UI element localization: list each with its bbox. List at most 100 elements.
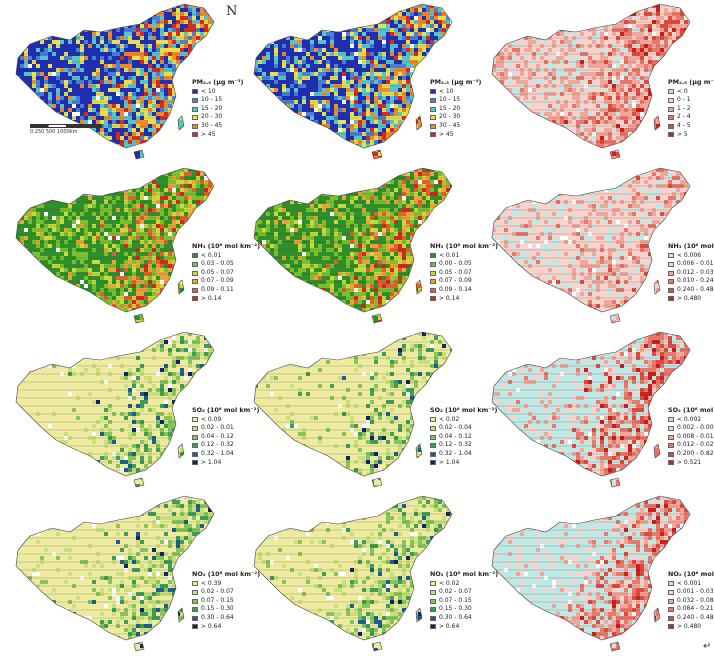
legend-label: 0.240 - 0.480 (677, 614, 714, 623)
legend-label: > 1.04 (201, 459, 221, 468)
legend-label: 0.32 - 1.04 (439, 450, 472, 459)
legend-label: 0.30 - 0.64 (201, 614, 234, 623)
taiwan-outline (177, 443, 185, 459)
legend-label: > 0.521 (677, 459, 701, 468)
china-outline (491, 3, 691, 149)
legend-entry: 0.12 - 0.32 (430, 441, 497, 450)
china-map-no2-diff (491, 495, 691, 652)
legend-swatch (192, 253, 198, 259)
legend-swatch (430, 270, 436, 276)
china-outline (15, 331, 215, 477)
scale-bar: 0 250 500 1000km (30, 124, 102, 135)
legend-label: 0.09 - 0.11 (201, 286, 234, 295)
legend-swatch (668, 89, 674, 95)
china-outline (253, 167, 453, 313)
legend-label: < 0.09 (201, 416, 221, 425)
taiwan-outline (653, 607, 661, 623)
legend-entry: < 0.01 (192, 252, 260, 261)
legend-swatch (430, 115, 436, 121)
legend-entry: 10 - 15 (192, 96, 243, 105)
legend-swatch (668, 270, 674, 276)
legend-swatch (192, 589, 198, 595)
legend-swatch (192, 106, 198, 112)
map-panel-pm25-a: PM₂.₅ (μg m⁻³) < 10 10 - 15 15 - 20 20 - 30 3… (0, 0, 243, 164)
legend-entry: < 0.002 (668, 416, 714, 425)
china-outline (491, 495, 691, 641)
legend-entry: 0.02 - 0.07 (192, 588, 260, 597)
china-outline (491, 167, 691, 313)
legend-swatch (430, 132, 436, 138)
legend-swatch (430, 89, 436, 95)
hainan-outline (133, 477, 145, 488)
legend-label: 10 - 15 (439, 96, 460, 105)
legend-swatch (192, 261, 198, 267)
legend-label: < 0 (677, 88, 688, 97)
legend-label: > 0.480 (677, 623, 701, 632)
legend-label: 0.05 - 0.07 (201, 269, 234, 278)
legend-label: < 10 (439, 88, 454, 97)
legend-entry: 30 - 45 (430, 122, 481, 131)
legend-swatch (668, 253, 674, 259)
legend-swatch (192, 270, 198, 276)
legend-title: SO₂ (10⁶ mol km⁻²) (430, 406, 497, 415)
legend-nh3-a: NH₃ (10⁶ mol km⁻²) < 0.01 0.03 - 0.05 0.05 … (192, 242, 260, 303)
legend-swatch (192, 443, 198, 449)
legend-label: 0.008 - 0.012 (677, 433, 714, 442)
china-map-pm25-a (15, 3, 215, 160)
legend-label: 0.02 - 0.04 (439, 424, 472, 433)
legend-label: 0.02 - 0.07 (201, 588, 234, 597)
legend-swatch (430, 607, 436, 613)
legend-label: > 0.14 (201, 295, 221, 304)
legend-entry: 0.200 - 0.824 (668, 450, 714, 459)
legend-swatch (668, 434, 674, 440)
legend-entry: 0.07 - 0.09 (192, 277, 260, 286)
end-mark: ↵ (703, 641, 711, 652)
legend-swatch (668, 97, 674, 103)
legend-entry: < 10 (430, 88, 481, 97)
taiwan-outline (653, 115, 661, 131)
legend-entry: > 0.14 (430, 295, 498, 304)
legend-entry: < 0 (668, 88, 714, 97)
legend-entry: 0.09 - 0.14 (430, 286, 498, 295)
legend-label: 30 - 45 (439, 122, 460, 131)
legend-swatch (430, 287, 436, 293)
legend-entry: 10 - 15 (430, 96, 481, 105)
scale-bar-label: 0 250 500 1000km (30, 129, 102, 135)
legend-label: > 0.64 (439, 623, 459, 632)
legend-label: 15 - 20 (439, 105, 460, 114)
legend-swatch (192, 123, 198, 129)
legend-label: 0.200 - 0.824 (677, 450, 714, 459)
legend-swatch (192, 598, 198, 604)
legend-title: NH₃ (10⁶ mol km⁻²) (668, 242, 714, 251)
legend-entry: 0.010 - 0.240 (668, 277, 714, 286)
legend-title: PM₂.₅ (μg m⁻³) (430, 78, 481, 87)
legend-label: 0.04 - 0.12 (201, 433, 234, 442)
legend-entry: > 0.64 (192, 623, 260, 632)
hainan-outline (609, 477, 621, 488)
legend-label: 0.240 - 0.480 (677, 286, 714, 295)
hainan-outline (609, 149, 621, 160)
legend-no2-b: NO₂ (10⁶ mol km⁻²) < 0.02 0.02 - 0.07 0.07 … (430, 570, 498, 631)
legend-swatch (192, 615, 198, 621)
map-panel-nh3-b: NH₃ (10⁶ mol km⁻²) < 0.01 0.00 - 0.05 0.05 … (238, 164, 498, 328)
legend-entry: 0.002 - 0.008 (668, 424, 714, 433)
legend-label: 0.00 - 0.05 (439, 260, 472, 269)
legend-label: < 0.01 (439, 252, 459, 261)
legend-label: 0.12 - 0.32 (201, 441, 234, 450)
legend-entry: 0.15 - 0.30 (192, 605, 260, 614)
china-map-no2-a (15, 495, 215, 652)
legend-entry: 0.32 - 1.04 (192, 450, 259, 459)
legend-pm25-a: PM₂.₅ (μg m⁻³) < 10 10 - 15 15 - 20 20 - 30 3… (192, 78, 243, 139)
legend-swatch (668, 425, 674, 431)
legend-entry: 0.07 - 0.15 (430, 597, 498, 606)
legend-no2-a: NO₂ (10⁶ mol km⁻²) < 0.39 0.02 - 0.07 0.07 … (192, 570, 260, 631)
legend-entry: < 0.02 (430, 416, 497, 425)
legend-swatch (668, 581, 674, 587)
legend-swatch (668, 287, 674, 293)
taiwan-outline (177, 279, 185, 295)
legend-entry: 1 - 2 (668, 105, 714, 114)
